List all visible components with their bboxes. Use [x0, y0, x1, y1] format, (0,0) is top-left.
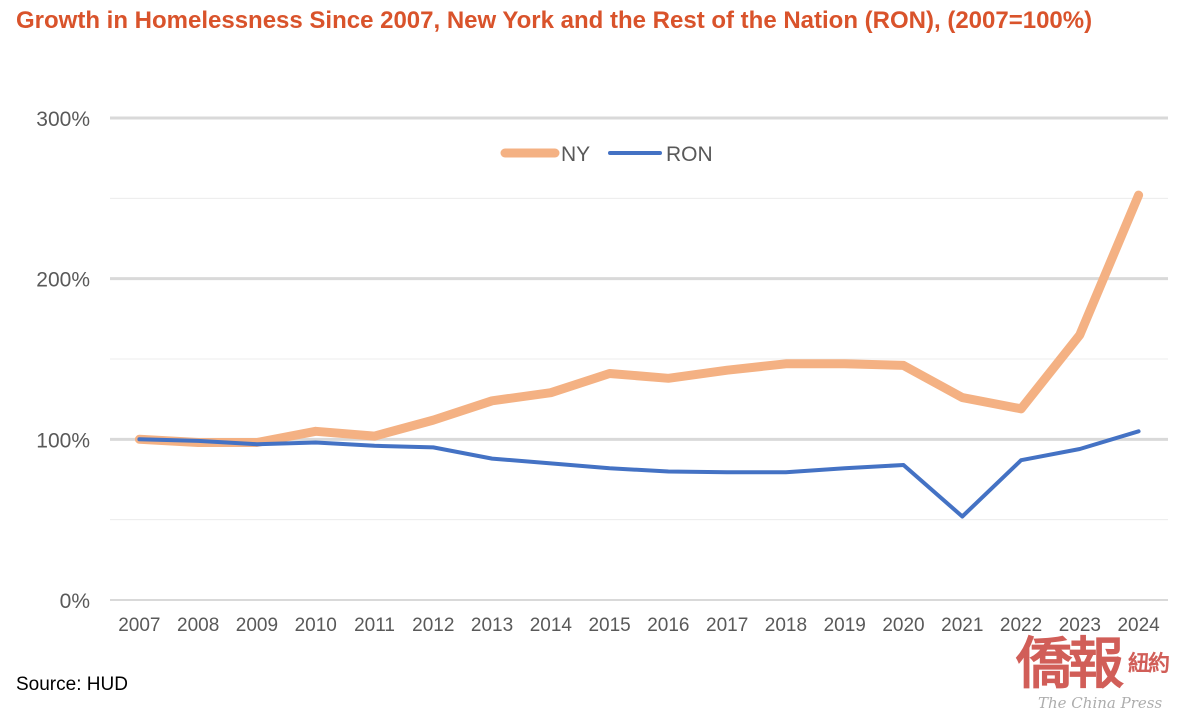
x-tick-label: 2009 [236, 615, 278, 636]
series-line-ny [134, 190, 1144, 447]
x-tick-label: 2023 [1059, 615, 1101, 636]
x-tick-label: 2017 [706, 615, 748, 636]
x-tick-label: 2007 [118, 615, 160, 636]
x-tick-label: 2015 [588, 615, 630, 636]
y-tick-label: 0% [60, 590, 90, 613]
x-tick-label: 2014 [530, 615, 573, 636]
x-tick-label: 2019 [824, 615, 866, 636]
x-tick-label: 2011 [354, 615, 395, 636]
watermark-logo-text: 僑報 [1016, 631, 1124, 697]
series-line-ron [137, 429, 1141, 519]
y-tick-label: 300% [36, 108, 90, 131]
x-tick-label: 2012 [412, 615, 454, 636]
x-tick-label: 2022 [1000, 615, 1042, 636]
x-tick-label: 2018 [765, 615, 807, 636]
y-tick-label: 200% [36, 269, 90, 292]
x-tick-label: 2024 [1117, 615, 1160, 636]
y-tick-label: 100% [36, 429, 90, 452]
x-tick-label: 2008 [177, 615, 219, 636]
x-tick-label: 2021 [941, 615, 983, 636]
chart-title: Growth in Homelessness Since 2007, New Y… [16, 7, 1093, 34]
x-tick-label: 2016 [647, 615, 689, 636]
china-press-watermark: 僑報 紐約 The China Press [1016, 632, 1192, 718]
x-tick-label: 2013 [471, 615, 513, 636]
legend-label-ny: NY [561, 143, 590, 166]
legend-label-ron: RON [666, 143, 713, 166]
x-tick-label: 2020 [882, 615, 924, 636]
watermark-english-text: The China Press [1038, 694, 1163, 712]
watermark-sub-text: 紐約 [1128, 651, 1170, 677]
source-note: Source: HUD [16, 674, 128, 695]
x-tick-label: 2010 [295, 615, 337, 636]
